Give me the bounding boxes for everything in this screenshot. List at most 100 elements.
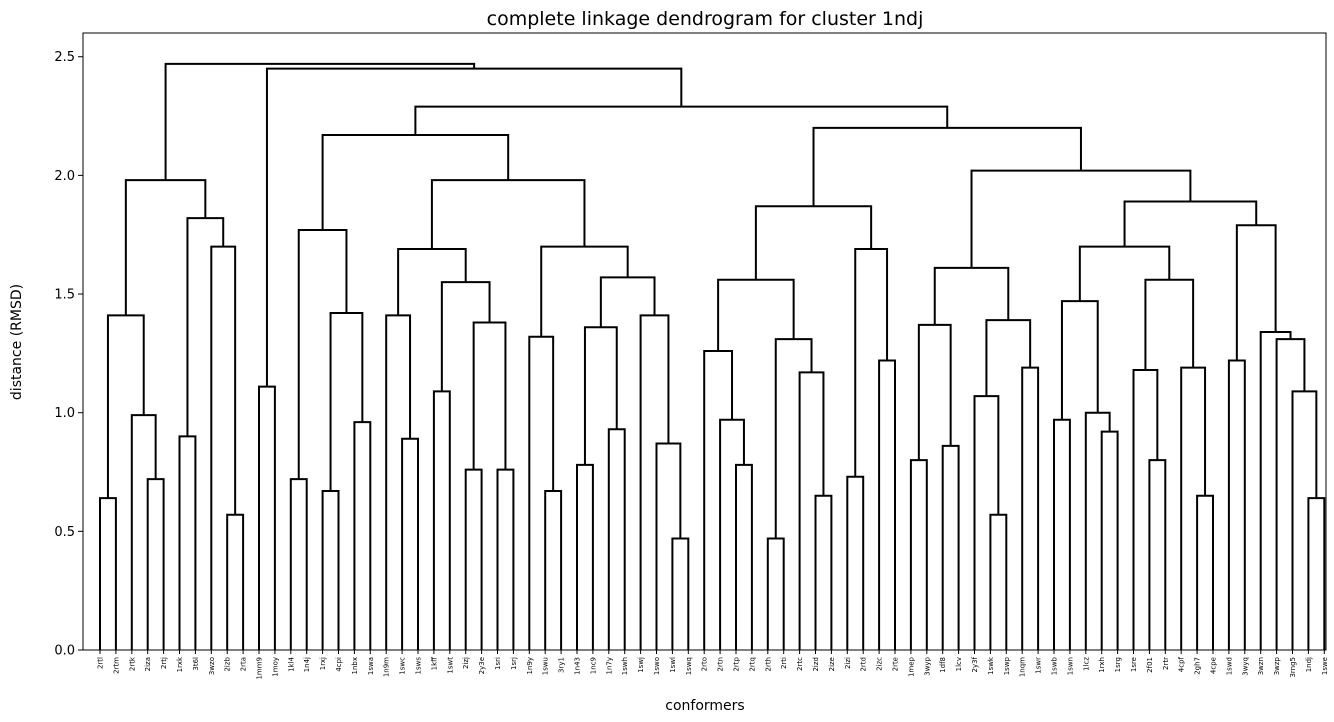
x-tick-label: 2rtl [97, 657, 105, 669]
x-tick-label: 1lcz [1082, 657, 1090, 671]
x-tick-label: 2ize [828, 657, 836, 671]
dendrogram-link [754, 205, 873, 280]
dendrogram-link [814, 494, 833, 650]
dendrogram-link [1307, 497, 1326, 650]
dendrogram-link [265, 67, 683, 387]
x-tick-label: 1n4j [303, 657, 311, 672]
y-tick-label: 1.5 [54, 288, 75, 303]
x-tick-label: 2izj [462, 657, 470, 669]
dendrogram-link [766, 537, 785, 650]
x-tick-label: 1sre [1130, 657, 1138, 672]
x-tick-label: 1swo [653, 657, 661, 675]
dendrogram-link [1144, 278, 1195, 370]
x-tick-label: 2rtj [160, 657, 168, 669]
x-tick-label: 1swe [1321, 657, 1329, 675]
x-tick-label: 1swq [685, 657, 693, 675]
dendrogram-link [1021, 366, 1040, 650]
x-tick-label: 3wzo [208, 657, 216, 675]
x-tick-label: 2izi [844, 657, 852, 669]
x-tick-label: 1swd [1225, 657, 1233, 675]
dendrogram-link [414, 105, 949, 136]
x-tick-label: 2izb [224, 656, 232, 671]
x-tick-label: 2rtk [128, 656, 136, 671]
x-tick-label: 1swb [1051, 656, 1059, 675]
x-tick-label: 2rtd [860, 657, 868, 672]
x-axis-ticks: 2rtl 2rtm 2rtk 2iza 2rtj 1rxk 3t6l 3wzo 2izb 2rta… [97, 650, 1329, 680]
x-tick-label: 4cpe [1210, 657, 1218, 674]
x-tick-label: 4cpi [335, 657, 343, 672]
y-tick-label: 1.0 [54, 406, 75, 421]
x-tick-label: 1swl [669, 657, 677, 673]
x-tick-label: 3wzn [1257, 657, 1265, 675]
x-tick-label: 2y3f [971, 656, 979, 672]
dendrogram-link [1235, 224, 1277, 361]
dendrogram-link [735, 463, 753, 650]
dendrogram-link [164, 62, 476, 181]
x-tick-label: 2rtq [748, 657, 756, 672]
x-tick-label: 1n9m [383, 657, 391, 677]
x-tick-label: 1kl4 [287, 656, 295, 671]
x-tick-label: 3wyq [1241, 657, 1249, 676]
x-tick-label: 2rto [701, 657, 709, 671]
x-tick-label: 2rti [780, 657, 788, 669]
x-tick-label: 2izd [812, 657, 820, 672]
x-tick-label: 1srg [1114, 657, 1122, 672]
dendrogram-link [970, 169, 1192, 268]
dendrogram-link [941, 444, 960, 650]
dendrogram-link [146, 478, 165, 650]
dendrogram-links [99, 62, 1326, 650]
dendrogram-link [703, 349, 734, 650]
dendrogram-link [639, 314, 670, 650]
x-tick-label: 1ndj [1305, 657, 1313, 672]
x-tick-label: 1swp [1003, 656, 1011, 675]
x-tick-label: 2izc [876, 657, 884, 671]
dendrogram-link [540, 245, 629, 337]
dendrogram-link [917, 323, 952, 461]
dendrogram-link [774, 338, 813, 539]
x-tick-label: 2rte [892, 657, 900, 671]
y-axis-ticks: 0.0 0.5 1.0 1.5 2.0 2.5 [54, 50, 83, 659]
dendrogram-link [297, 228, 348, 480]
dendrogram-link [178, 435, 197, 650]
dendrogram-link [1078, 245, 1171, 302]
x-tick-label: 1lcv [955, 657, 963, 671]
x-tick-label: 1srj [510, 657, 518, 670]
y-axis-label: distance (RMSD) [9, 284, 25, 400]
x-tick-label: 2f01 [1146, 657, 1154, 673]
x-tick-label: 1swh [621, 657, 629, 675]
dendrogram-link [226, 513, 245, 650]
x-tick-label: 1mm9 [256, 657, 264, 680]
dendrogram-link [1132, 368, 1159, 650]
x-tick-label: 1rxk [176, 656, 184, 672]
x-tick-label: 1rxh [1098, 657, 1106, 673]
dendrogram-link [130, 414, 157, 650]
x-tick-label: 1swc [399, 657, 407, 675]
x-tick-label: 1n7y [605, 657, 613, 675]
dendrogram-link [717, 278, 795, 351]
x-tick-label: 2rth [764, 657, 772, 672]
y-tick-label: 2.5 [54, 50, 75, 65]
x-tick-label: 2y3e [478, 657, 486, 674]
x-tick-label: 1rxj [319, 657, 327, 670]
dendrogram-link [576, 463, 594, 650]
x-tick-label: 2rtr [1162, 657, 1170, 670]
dendrogram-link [846, 475, 865, 650]
x-tick-label: 1swa [367, 657, 375, 675]
dendrogram-link [430, 179, 586, 249]
dendrogram-link [985, 319, 1032, 397]
dendrogram-link [719, 418, 745, 650]
x-tick-label: 2rta [240, 657, 248, 671]
dendrogram-link [472, 321, 507, 470]
dendrogram-link [496, 468, 515, 650]
x-tick-label: 2gh7 [1194, 657, 1202, 675]
dendrogram-link [1275, 338, 1306, 650]
x-tick-label: 1nbx [351, 657, 359, 674]
x-tick-label: 1kff [430, 657, 438, 671]
x-tick-label: 3ry1 [558, 657, 566, 673]
x-tick-label: 1swt [446, 657, 454, 674]
dendrogram-link [1060, 300, 1099, 420]
x-tick-label: 3t6l [192, 657, 200, 671]
x-tick-label: 1swr [1035, 657, 1043, 674]
dendrogram-link [812, 126, 1082, 207]
